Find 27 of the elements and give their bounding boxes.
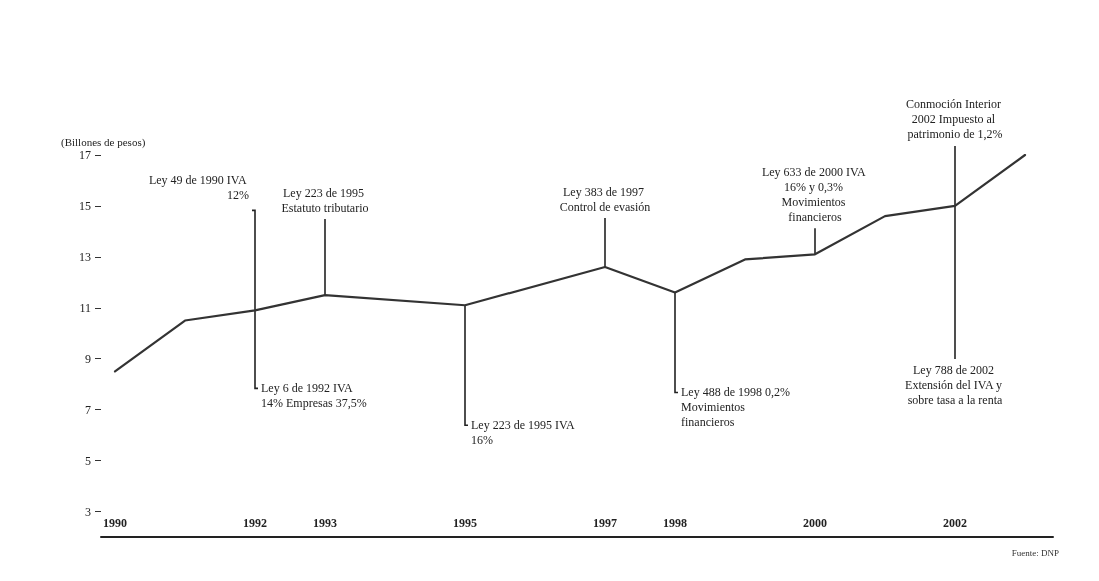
annotation: Ley 223 de 1995 Estatuto tributario [281, 185, 369, 215]
annotation: Ley 6 de 1992 IVA 14% Empresas 37,5% [261, 380, 367, 410]
y-tick-label: 7 [85, 402, 91, 417]
annotation: Ley 788 de 2002 Extensión del IVA y sobre tasa a la renta [905, 363, 1005, 408]
x-tick-label: 2000 [803, 516, 827, 530]
y-tick-label: 3 [85, 504, 91, 519]
x-tick-label: 1997 [593, 516, 617, 530]
y-tick-label: 13 [79, 249, 91, 264]
x-tick-label: 1998 [663, 516, 687, 530]
y-tick-label: 17 [79, 148, 91, 162]
y-tick-label: 5 [85, 453, 91, 468]
source-note: Fuente: DNP [1011, 547, 1059, 558]
y-tick-label: 9 [85, 351, 91, 366]
annotation: Ley 383 de 1997 Control de evasión [559, 184, 651, 214]
y-tick-label: 11 [79, 300, 91, 315]
annotation: Ley 223 de 1995 IVA 16% [471, 417, 578, 447]
x-tick-label: 1993 [313, 516, 337, 530]
annotation: Conmoción Interior 2002 Impuesto al patrimonio de 1,2% [906, 97, 1004, 142]
x-tick-label: 1995 [453, 516, 477, 530]
annotation: Ley 49 de 1990 IVA 12% [148, 172, 249, 202]
x-tick-label: 2002 [943, 516, 967, 530]
annotation: Ley 488 de 1998 0,2% Movimientos financieros [681, 385, 793, 430]
annotation: Ley 633 de 2000 IVA 16% y 0,3% Movimientos financieros [761, 164, 869, 224]
y-tick-label: 15 [79, 198, 91, 213]
x-tick-label: 1990 [103, 516, 127, 530]
y-axis-title: (Billones de pesos) [61, 135, 146, 149]
x-tick-label: 1992 [243, 516, 267, 530]
